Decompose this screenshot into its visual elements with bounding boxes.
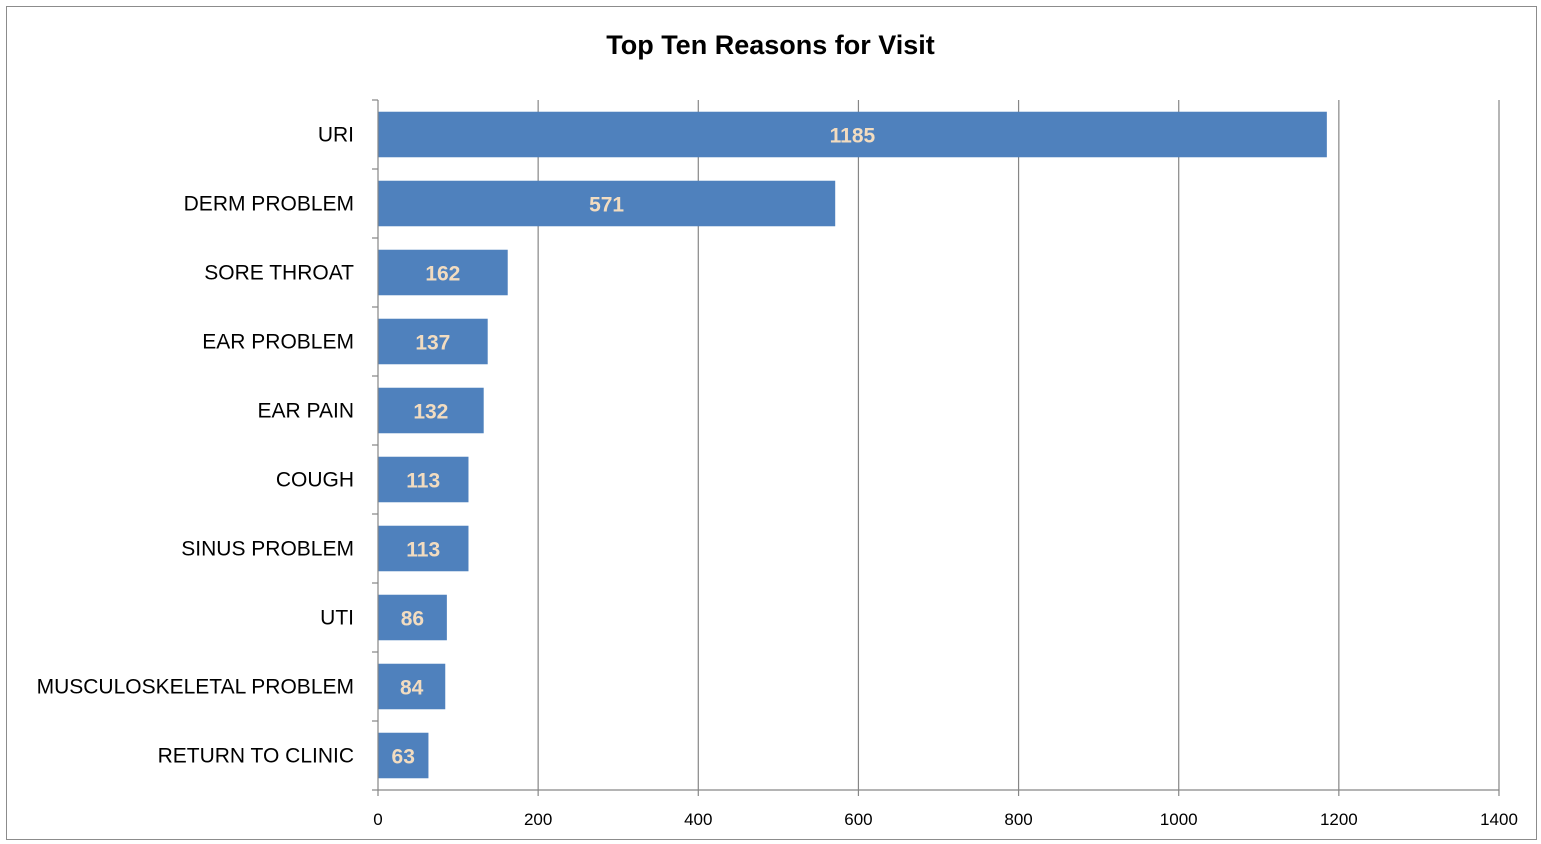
bar bbox=[378, 594, 447, 641]
category-label: EAR PROBLEM bbox=[202, 331, 354, 354]
category-label: COUGH bbox=[276, 469, 354, 492]
data-label: 86 bbox=[401, 608, 424, 631]
x-tick-label: 1400 bbox=[1480, 810, 1518, 829]
data-label: 1185 bbox=[830, 125, 876, 148]
data-label: 113 bbox=[406, 470, 440, 493]
bar bbox=[378, 111, 1327, 158]
x-tick-label: 0 bbox=[373, 810, 382, 829]
bar bbox=[378, 318, 488, 365]
category-label: URI bbox=[318, 124, 354, 147]
category-label: SORE THROAT bbox=[204, 262, 354, 285]
category-label: RETURN TO CLINIC bbox=[158, 745, 354, 768]
category-label: EAR PAIN bbox=[258, 400, 354, 423]
bar bbox=[378, 732, 429, 779]
axes: 0 200 400 600 800 1000 1200 1400 URI DERM PROBLEM… bbox=[37, 99, 1518, 829]
data-label: 63 bbox=[392, 746, 415, 769]
bar bbox=[378, 180, 836, 227]
data-label: 113 bbox=[406, 539, 440, 562]
bar bbox=[378, 249, 508, 296]
data-label: 137 bbox=[415, 332, 450, 355]
x-tick-label: 1000 bbox=[1160, 810, 1198, 829]
x-tick-label: 1200 bbox=[1320, 810, 1358, 829]
x-tick-label: 800 bbox=[1004, 810, 1032, 829]
data-label: 84 bbox=[400, 677, 424, 700]
bar bbox=[378, 525, 469, 572]
data-label: 132 bbox=[413, 401, 448, 424]
data-label: 571 bbox=[589, 194, 624, 217]
bar bbox=[378, 456, 469, 503]
bar bbox=[378, 387, 484, 434]
chart-title: Top Ten Reasons for Visit bbox=[606, 30, 935, 60]
x-tick-label: 400 bbox=[684, 810, 712, 829]
x-tick-label: 200 bbox=[524, 810, 552, 829]
bar bbox=[378, 663, 446, 710]
bars: 1185 571 162 137 132 113 113 86 84 63 bbox=[378, 111, 1327, 779]
category-label: SINUS PROBLEM bbox=[181, 538, 354, 561]
data-label: 162 bbox=[425, 263, 460, 286]
category-label: MUSCULOSKELETAL PROBLEM bbox=[37, 676, 354, 699]
category-label: UTI bbox=[320, 607, 354, 630]
x-tick-label: 600 bbox=[844, 810, 872, 829]
category-label: DERM PROBLEM bbox=[184, 193, 354, 216]
